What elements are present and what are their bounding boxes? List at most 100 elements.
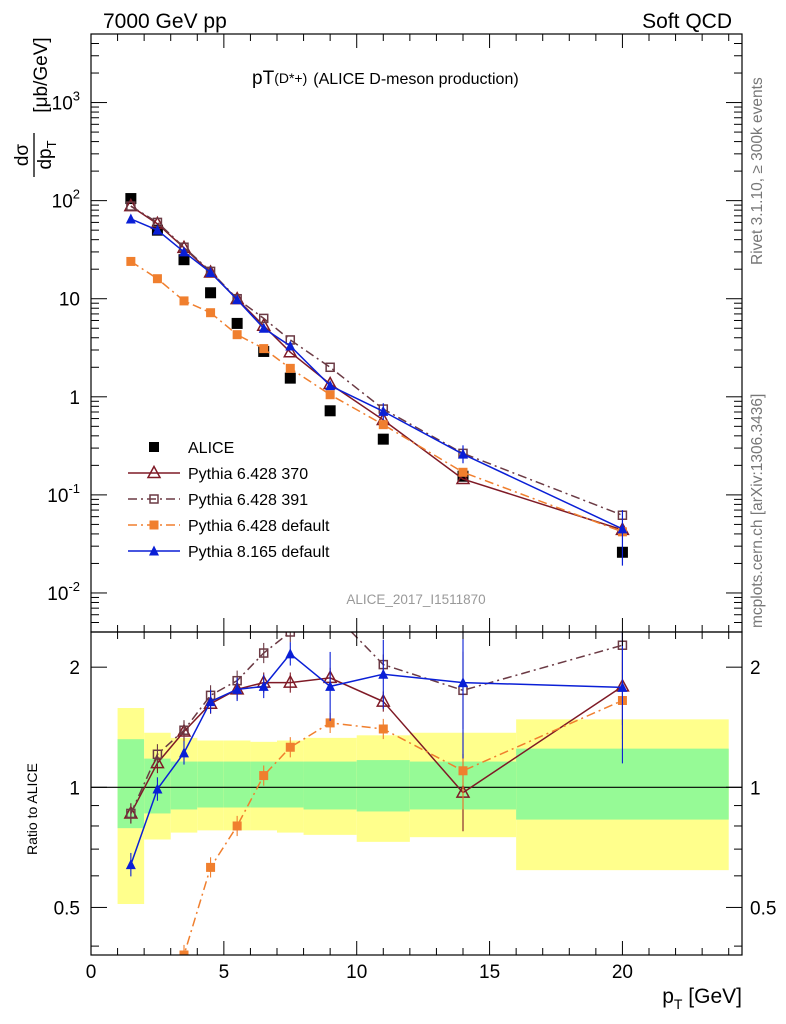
ratio-point [326, 606, 334, 614]
data-point [178, 254, 190, 266]
x-tick-label: 5 [219, 962, 230, 983]
x-axis-label: pT [GeV] [662, 985, 742, 1012]
ratio-point [152, 783, 163, 794]
data-point [179, 296, 189, 306]
ratio-point [232, 683, 243, 694]
series-line [130, 205, 623, 516]
marker-square [149, 442, 159, 452]
ratio-point [258, 680, 269, 691]
ratio-point [179, 725, 189, 735]
ratio-point [232, 821, 242, 831]
ratio-y-label: Ratio to ALICE [24, 763, 40, 855]
data-point [232, 294, 243, 305]
data-point [284, 372, 296, 384]
ratio-point [205, 696, 216, 707]
ratio-point [283, 674, 298, 688]
svg-text:dpT: dpT [35, 140, 59, 169]
ratio-y-tick-label-right: 1 [750, 778, 761, 799]
y-tick-label: 10 [59, 290, 80, 311]
data-point [285, 363, 295, 373]
data-point [258, 322, 269, 333]
legend-label: ALICE [188, 440, 234, 457]
ratio-point [150, 755, 165, 769]
legend-label: Pythia 6.428 391 [188, 492, 308, 509]
data-point [325, 380, 336, 391]
data-point [152, 274, 162, 284]
legend-entry: ALICE [149, 440, 234, 457]
ratio-y-tick-label: 2 [69, 658, 80, 679]
ratio-point [258, 648, 269, 658]
plot-title: pT(D*+) (ALICE D-meson production) [252, 68, 519, 89]
plot-title-rest: (ALICE D-meson production) [313, 71, 518, 88]
ratio-point [617, 681, 628, 692]
ratio-point [125, 859, 136, 870]
ratio-point [259, 771, 269, 781]
data-point [152, 224, 163, 235]
series-pythia-6-428-370 [123, 198, 630, 536]
ratio-point [378, 724, 388, 734]
legend-entry: Pythia 6.428 370 [128, 464, 308, 483]
x-tick-label: 20 [612, 962, 633, 983]
ratio-point [126, 808, 136, 819]
data-point [455, 470, 471, 485]
data-point [325, 390, 335, 400]
band-green [356, 760, 410, 812]
ratio-point [285, 742, 295, 752]
header-right: Soft QCD [642, 10, 732, 33]
x-tick-label: 10 [346, 962, 367, 983]
y-tick-label: 10-2 [47, 579, 80, 605]
marker-square [149, 520, 159, 530]
ratio-y-tick-label: 0.5 [54, 898, 80, 919]
analysis-id: ALICE_2017_I1511870 [346, 592, 485, 607]
ratio-point [153, 980, 162, 989]
marker-triangle [149, 545, 159, 556]
plot-title-main: pT [252, 68, 275, 89]
ratio-y-tick-label-right: 0.5 [750, 898, 776, 919]
ratio-y-tick-label: 1 [69, 778, 80, 799]
marker-open-triangle [146, 464, 162, 479]
y-axis-label: dσ dpT [μb/GeV] [12, 37, 59, 177]
ratio-y-tick-label-right: 2 [750, 658, 761, 679]
x-tick-label: 0 [86, 962, 97, 983]
rivet-label: Rivet 3.1.10, ≥ 300k events [749, 77, 766, 265]
y-tick-label: 102 [52, 187, 80, 213]
legend-label: Pythia 6.428 370 [188, 466, 308, 483]
source-label: mcplots.cern.ch [arXiv:1306.3436] [749, 394, 766, 628]
legend-label: Pythia 8.165 default [188, 544, 330, 561]
y-tick-label: 10-1 [47, 481, 80, 507]
legend-entry: Pythia 6.428 391 [128, 492, 308, 509]
svg-text:[μb/GeV]: [μb/GeV] [31, 37, 52, 112]
band-green [277, 761, 304, 808]
legend-entry: Pythia 6.428 default [128, 518, 330, 535]
data-point [125, 213, 136, 224]
series-pythia-8-165-default [125, 213, 628, 566]
ratio-point [152, 749, 163, 760]
data-point [232, 330, 242, 340]
data-point [206, 308, 216, 318]
band-green [170, 761, 198, 810]
band-green [223, 761, 251, 808]
y-tick-label: 1 [69, 388, 80, 409]
ratio-point [285, 632, 296, 637]
ratio-point [179, 950, 189, 955]
data-point [285, 340, 296, 351]
data-point [126, 201, 136, 211]
plot-title-sub: (D*+) [274, 70, 307, 86]
band-green [303, 761, 357, 810]
ratio-line [182, 699, 623, 955]
data-point [258, 313, 269, 324]
data-point [324, 405, 336, 417]
legend-entry: Pythia 8.165 default [128, 544, 330, 561]
ratio-frame [90, 631, 743, 956]
y-tick-label: 103 [52, 89, 80, 115]
ratio-point [325, 680, 336, 691]
header-left: 7000 GeV pp [103, 10, 227, 33]
data-point [231, 317, 243, 329]
data-point [377, 433, 389, 445]
ratio-point [458, 766, 468, 776]
ratio-point [206, 862, 216, 872]
data-point [126, 256, 136, 266]
data-point [458, 467, 468, 477]
main-frame [90, 33, 743, 633]
marker-open-square [149, 494, 159, 504]
